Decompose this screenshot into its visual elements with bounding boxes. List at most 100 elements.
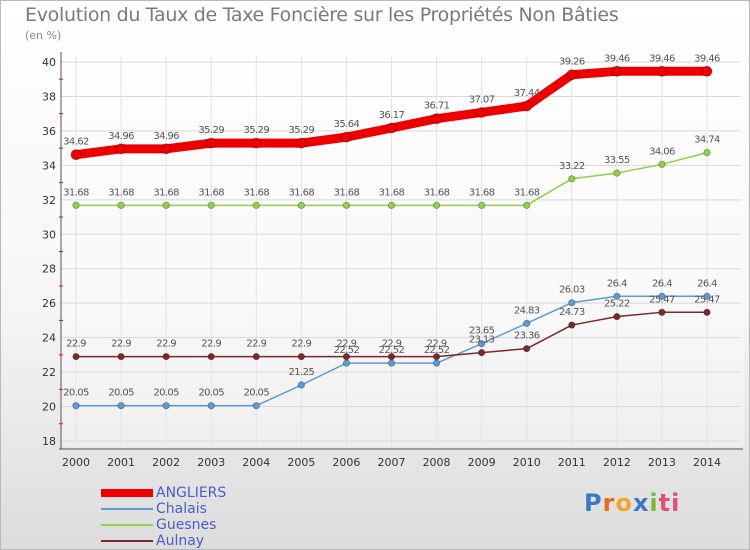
data-label: 31.68 xyxy=(469,187,495,198)
data-label: 39.46 xyxy=(694,53,720,64)
data-label: 24.83 xyxy=(514,305,540,316)
data-point xyxy=(72,201,80,209)
legend-item-aulnay: Aulnay xyxy=(101,533,226,549)
data-point xyxy=(117,402,125,410)
x-tick-label: 2010 xyxy=(513,456,541,469)
data-label: 34.74 xyxy=(694,135,720,146)
data-label: 37.44 xyxy=(514,88,540,99)
data-label: 22.9 xyxy=(156,339,176,350)
data-point xyxy=(658,308,666,316)
data-point xyxy=(205,137,217,149)
x-tick-label: 2003 xyxy=(197,456,225,469)
y-tick-label: 30 xyxy=(42,228,56,241)
y-tick-label: 32 xyxy=(42,194,56,207)
data-point xyxy=(297,352,305,361)
data-point xyxy=(703,149,711,157)
data-point xyxy=(162,352,170,361)
data-label: 20.05 xyxy=(243,388,269,399)
data-label: 31.68 xyxy=(334,187,360,198)
logo-letter: x xyxy=(632,489,650,517)
x-tick-label: 2001 xyxy=(107,456,135,469)
data-point xyxy=(117,201,125,209)
x-tick-label: 2014 xyxy=(693,456,721,469)
data-label: 36.17 xyxy=(379,110,405,121)
data-label: 26.4 xyxy=(652,278,672,289)
data-label: 33.22 xyxy=(559,161,585,172)
data-label: 26.4 xyxy=(697,278,717,289)
data-point xyxy=(611,65,623,77)
data-label: 22.9 xyxy=(111,339,131,350)
data-point xyxy=(252,402,260,410)
data-point xyxy=(297,381,305,389)
data-label: 31.68 xyxy=(63,187,89,198)
data-point xyxy=(72,352,80,361)
legend: ANGLIERS Chalais Guesnes Aulnay xyxy=(101,485,226,549)
data-label: 35.29 xyxy=(198,125,224,136)
data-label: 34.06 xyxy=(649,146,675,157)
x-tick-label: 2008 xyxy=(423,456,451,469)
data-label: 22.52 xyxy=(424,345,450,356)
data-label: 34.96 xyxy=(153,131,179,142)
data-label: 23.36 xyxy=(514,331,540,342)
logo-letter: o xyxy=(615,489,633,517)
data-point xyxy=(207,201,215,209)
data-point xyxy=(342,201,351,209)
data-point xyxy=(207,402,215,410)
data-label: 37.07 xyxy=(469,94,495,105)
data-point xyxy=(162,402,170,410)
data-point xyxy=(387,359,396,367)
y-tick-label: 34 xyxy=(42,159,56,172)
data-label: 31.68 xyxy=(243,187,269,198)
x-tick-label: 2006 xyxy=(332,456,360,469)
data-label: 39.46 xyxy=(649,53,675,64)
data-point xyxy=(117,352,125,361)
data-label: 22.9 xyxy=(336,339,356,350)
data-point xyxy=(566,69,578,81)
logo-letter: i xyxy=(649,489,659,517)
data-label: 20.05 xyxy=(108,388,134,399)
data-point xyxy=(478,349,486,357)
data-point xyxy=(568,321,576,329)
data-label: 22.9 xyxy=(201,339,221,350)
data-point xyxy=(701,65,713,77)
data-label: 39.46 xyxy=(604,53,630,64)
data-point xyxy=(162,201,170,209)
data-label: 25.47 xyxy=(694,294,720,305)
data-point xyxy=(342,352,351,361)
chart-title: Evolution du Taux de Taxe Foncière sur l… xyxy=(25,4,619,26)
data-point xyxy=(613,169,621,177)
data-point xyxy=(476,107,488,118)
data-point xyxy=(115,143,127,155)
data-label: 26.03 xyxy=(559,285,585,296)
data-label: 22.9 xyxy=(246,339,266,350)
data-point xyxy=(252,352,260,361)
data-point xyxy=(523,201,531,209)
data-point xyxy=(387,352,396,361)
data-point xyxy=(432,352,441,361)
data-point xyxy=(703,292,711,300)
data-point xyxy=(342,359,351,367)
data-point xyxy=(297,201,305,209)
data-label: 22.52 xyxy=(379,345,405,356)
data-point xyxy=(658,160,666,168)
data-point xyxy=(70,149,82,161)
data-label: 34.96 xyxy=(108,131,134,142)
data-label: 31.68 xyxy=(198,187,224,198)
logo-letter: r xyxy=(602,489,616,517)
logo-letter: P xyxy=(584,489,603,517)
data-point xyxy=(523,345,531,353)
y-tick-label: 36 xyxy=(42,125,56,138)
data-label: 23.65 xyxy=(469,326,495,337)
legend-swatch xyxy=(101,540,153,542)
legend-swatch xyxy=(101,508,153,510)
data-label: 26.4 xyxy=(607,278,627,289)
data-point xyxy=(658,292,666,300)
data-label: 22.9 xyxy=(291,339,311,350)
data-point xyxy=(568,175,576,183)
data-label: 24.73 xyxy=(559,307,585,318)
data-point xyxy=(207,352,215,361)
data-point xyxy=(478,201,486,209)
y-tick-label: 26 xyxy=(42,297,56,310)
data-point xyxy=(432,359,441,367)
